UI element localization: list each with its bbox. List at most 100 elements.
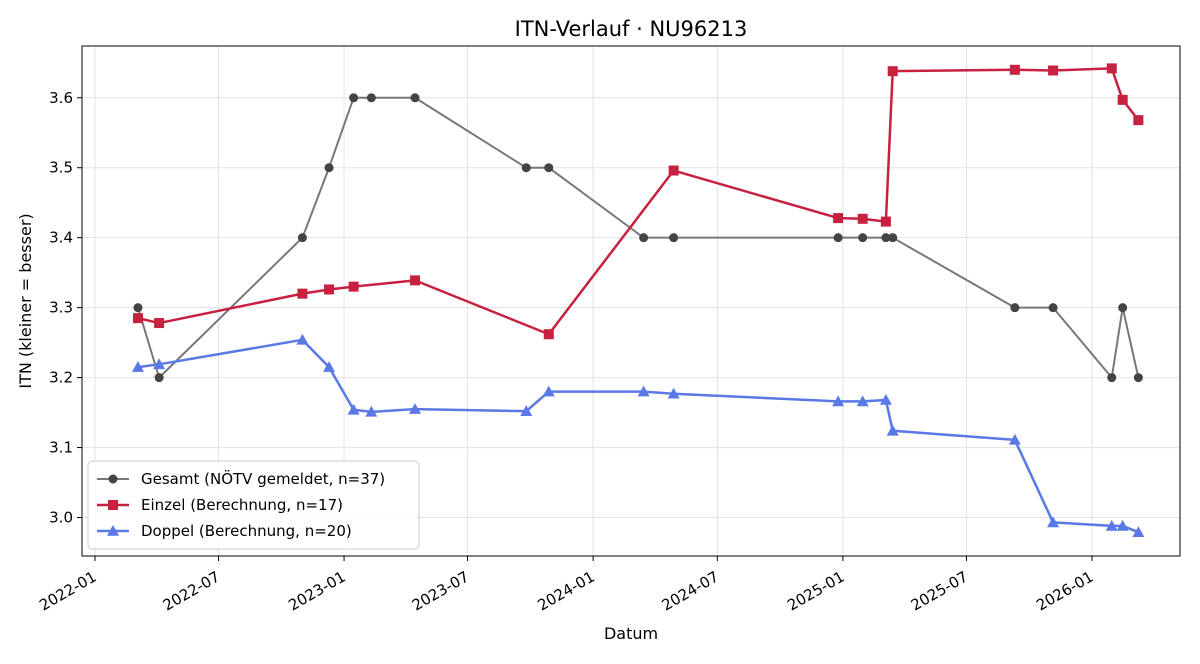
series-layer — [131, 63, 1145, 538]
data-point — [833, 233, 843, 243]
data-point — [542, 385, 555, 397]
data-point — [833, 213, 844, 224]
y-tick-label: 3.5 — [49, 159, 73, 177]
data-point — [857, 213, 868, 224]
data-point — [667, 387, 680, 399]
legend-label: Doppel (Berechnung, n=20) — [141, 522, 352, 540]
data-point — [668, 165, 679, 176]
data-point — [1047, 516, 1060, 528]
data-point — [880, 216, 891, 227]
data-point — [520, 405, 533, 416]
data-point — [637, 385, 650, 397]
data-point — [888, 233, 898, 243]
legend-box — [87, 460, 420, 550]
data-point — [521, 163, 531, 173]
data-point — [409, 403, 422, 414]
legend-entry: Gesamt (NÖTV gemeldet, n=37) — [97, 469, 385, 488]
series-circle — [133, 93, 1143, 383]
data-point — [1133, 373, 1143, 383]
data-point — [1107, 373, 1117, 383]
x-axis: 2022-01 2022-07 2023-01 2023-07 2024-01 2024-… — [36, 556, 1097, 615]
data-point — [881, 233, 891, 243]
data-point — [832, 395, 845, 407]
data-point — [543, 329, 554, 340]
data-point — [1048, 65, 1059, 76]
data-point — [347, 403, 360, 415]
data-point — [297, 288, 308, 299]
data-point — [153, 358, 166, 370]
data-point — [154, 373, 164, 383]
data-point — [669, 233, 679, 243]
y-tick-label: 3.4 — [49, 229, 73, 247]
data-point — [1132, 526, 1145, 538]
data-point — [324, 163, 334, 173]
data-point — [154, 318, 165, 329]
data-point — [856, 395, 869, 407]
data-point — [133, 303, 143, 313]
y-tick-label: 3.1 — [49, 439, 73, 457]
data-point — [879, 393, 892, 405]
data-point — [296, 333, 309, 345]
data-point — [1048, 303, 1058, 313]
data-point — [1133, 115, 1144, 126]
data-point — [324, 284, 335, 295]
x-tick-label: 2023-01 — [285, 568, 348, 615]
data-point — [1008, 433, 1021, 445]
series-square — [132, 63, 1144, 340]
data-point — [1118, 303, 1128, 313]
y-tick-label: 3.6 — [49, 89, 73, 107]
series-line — [137, 96, 1140, 379]
data-point — [1106, 63, 1117, 74]
x-tick-label: 2025-07 — [908, 568, 971, 615]
y-tick-label: 3.3 — [49, 299, 73, 317]
legend-marker — [108, 500, 118, 510]
data-point — [1105, 519, 1118, 531]
y-tick-label: 3.0 — [49, 509, 73, 527]
data-point — [131, 361, 144, 372]
legend-marker — [108, 474, 118, 484]
x-tick-label: 2024-07 — [659, 568, 722, 615]
data-point — [132, 313, 143, 324]
legend-entry: Doppel (Berechnung, n=20) — [97, 522, 352, 540]
y-tick-label: 3.2 — [49, 369, 73, 387]
data-point — [1116, 519, 1129, 531]
data-point — [1009, 64, 1020, 75]
series-triangle — [131, 333, 1145, 538]
series-line — [137, 338, 1139, 534]
data-point — [639, 233, 649, 243]
x-tick-label: 2022-07 — [160, 568, 223, 615]
data-point — [858, 233, 868, 243]
data-point — [297, 233, 307, 243]
data-point — [410, 275, 421, 286]
x-tick-label: 2025-01 — [784, 568, 847, 615]
legend-label: Gesamt (NÖTV gemeldet, n=37) — [141, 469, 385, 488]
data-point — [410, 93, 420, 103]
legend-label: Einzel (Berechnung, n=17) — [141, 496, 343, 514]
legend-entry: Einzel (Berechnung, n=17) — [97, 496, 343, 514]
data-point — [348, 281, 359, 292]
plot-frame — [81, 45, 1181, 557]
data-point — [544, 163, 554, 173]
legend: Gesamt (NÖTV gemeldet, n=37) Einzel (Bere… — [87, 460, 420, 550]
data-point — [1010, 303, 1020, 313]
x-tick-label: 2022-01 — [36, 568, 99, 615]
grid-lines — [82, 46, 1180, 556]
x-axis-label: Datum — [604, 624, 658, 643]
x-tick-label: 2026-01 — [1033, 568, 1096, 615]
data-point — [365, 405, 378, 417]
chart-title: ITN-Verlauf · NU96213 — [515, 17, 748, 41]
data-point — [887, 66, 898, 77]
y-axis-label: ITN (kleiner = besser) — [16, 213, 35, 388]
data-point — [1117, 94, 1128, 105]
data-point — [886, 424, 899, 436]
y-axis: 3.0 3.1 3.2 3.3 3.4 3.5 3.6 — [49, 89, 82, 527]
data-point — [323, 361, 336, 372]
data-point — [366, 93, 376, 103]
x-tick-label: 2024-01 — [534, 568, 597, 615]
x-tick-label: 2023-07 — [409, 568, 472, 615]
series-line — [137, 67, 1140, 336]
legend-marker — [107, 525, 119, 536]
data-point — [349, 93, 359, 103]
